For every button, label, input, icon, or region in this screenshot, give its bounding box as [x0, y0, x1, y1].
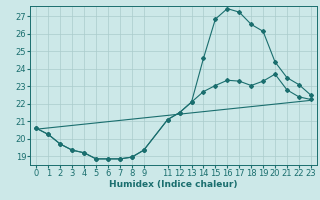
- X-axis label: Humidex (Indice chaleur): Humidex (Indice chaleur): [109, 180, 238, 189]
